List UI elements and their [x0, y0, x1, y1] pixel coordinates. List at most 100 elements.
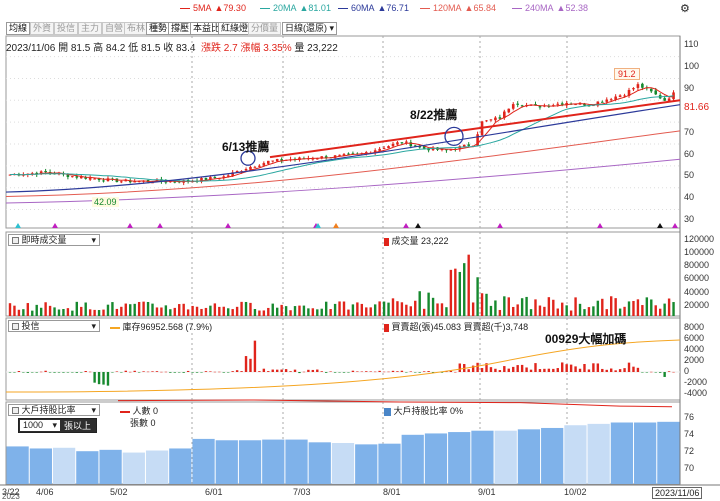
volume-bar: [191, 305, 194, 316]
close-value: 83.4: [175, 43, 196, 54]
price-tick: 40: [684, 192, 695, 202]
volume-bar: [151, 303, 154, 316]
candle-body: [120, 181, 123, 183]
people-legend: 人數 0: [120, 404, 158, 417]
buy-sell-bar: [601, 368, 604, 372]
candle-body: [266, 160, 270, 164]
toolbar-button-3[interactable]: 主力: [78, 22, 103, 35]
volume-bar: [525, 296, 528, 316]
buy-sell-bar: [529, 369, 533, 372]
buy-sell-bar: [311, 369, 315, 372]
candle-body: [244, 169, 248, 171]
toolbar-button-0[interactable]: 均線: [6, 22, 31, 35]
toolbar-button-1[interactable]: 外資: [30, 22, 55, 35]
volume-bar: [623, 306, 626, 316]
volume-bar: [463, 263, 466, 316]
volume-legend-text: 成交量 23,222: [391, 236, 449, 246]
volume-legend: 成交量 23,222: [384, 234, 449, 247]
buy-sell-bar: [111, 372, 114, 373]
volume-bar: [400, 302, 404, 316]
buy-sell-bar: [129, 371, 132, 373]
volume-bar: [387, 302, 390, 316]
chevron-down-icon: ▾: [52, 420, 57, 430]
ma-legend-60ma: 60MA ▲76.71: [338, 3, 409, 13]
candle-body: [462, 144, 466, 147]
buy-sell-bar: [672, 371, 675, 373]
volume-bar: [17, 309, 21, 316]
holder-ratio-bar: [192, 438, 215, 484]
volume-bar: [204, 307, 208, 316]
buy-sell-bar: [258, 371, 261, 372]
invest-pane-select[interactable]: 投信 ▾: [8, 320, 100, 332]
buy-sell-bar: [520, 364, 524, 372]
ma60-line: [5, 104, 681, 193]
volume-tick: 40000: [684, 287, 710, 297]
x-tick: 8/01: [383, 487, 401, 497]
volume-bar: [596, 300, 600, 316]
buy-sell-bar: [17, 371, 21, 372]
volume-bar: [271, 303, 274, 316]
candle-body: [342, 154, 346, 156]
buy-sell-bar: [391, 370, 395, 372]
buy-sell-bar: [618, 369, 622, 372]
volume-bar: [111, 302, 114, 316]
toolbar-button-2[interactable]: 投信: [54, 22, 79, 35]
buy-sell-bar: [48, 372, 52, 373]
candle-body: [209, 177, 212, 180]
buy-sell-bar: [556, 368, 559, 372]
settings-gear-icon[interactable]: ⚙: [680, 3, 690, 15]
price-tick: 90: [684, 83, 695, 93]
candle-body: [97, 178, 101, 181]
volume-tick: 80000: [684, 260, 710, 270]
candle-body: [476, 134, 479, 147]
lots-legend: 張數 0: [130, 416, 156, 429]
threshold-select[interactable]: 1000 ▾: [20, 420, 60, 431]
buy-sell-bar: [543, 368, 546, 372]
buy-sell-bar: [71, 372, 74, 373]
candle-body: [663, 98, 666, 101]
buy-sell-bar: [431, 372, 435, 373]
candle-body: [422, 146, 426, 149]
toolbar-button-10[interactable]: 分價量: [248, 22, 282, 35]
volume-bar: [534, 299, 537, 316]
volume-bar: [391, 298, 395, 316]
invest-tick: 4000: [684, 344, 705, 354]
invest-tick: 6000: [684, 333, 705, 343]
holder-pane-select[interactable]: 大戶持股比率 ▾: [8, 404, 100, 416]
buy-sell-bar: [142, 371, 145, 372]
volume-bar: [347, 309, 350, 316]
low-marker-value: 42.09: [94, 197, 117, 207]
candle-body: [467, 144, 470, 146]
toolbar-button-8[interactable]: 本益比: [190, 22, 224, 35]
event-marker-icon: [315, 223, 321, 228]
buy-sell-bar: [654, 372, 657, 373]
volume-pane-select[interactable]: 即時成交量 ▾: [8, 234, 100, 246]
buy-sell-bar: [458, 363, 461, 372]
candle-body: [649, 88, 653, 92]
volume-bar: [610, 296, 613, 316]
candle-body: [373, 150, 377, 154]
ma-legend-5ma: 5MA ▲79.30: [180, 3, 246, 13]
volume-bar: [231, 309, 234, 316]
candle-body: [600, 101, 604, 103]
buy-sell-bar: [222, 372, 225, 373]
buy-sell-bar: [97, 372, 101, 385]
buy-sell-bar: [623, 368, 626, 372]
volume-bar: [75, 301, 78, 316]
x-axis-year: 2023: [2, 492, 20, 501]
candle-body: [213, 177, 217, 179]
period-select-value: 日線(還原): [285, 23, 327, 33]
threshold-suffix: 張以上: [64, 421, 92, 431]
buy-sell-bar: [218, 371, 221, 373]
buy-sell-bar: [276, 369, 279, 372]
invest-tick: -2000: [684, 377, 708, 387]
candle-body: [164, 181, 168, 183]
buy-sell-bar: [405, 372, 408, 373]
buy-sell-bar: [547, 368, 551, 372]
period-select[interactable]: 日線(還原) ▾: [282, 22, 338, 35]
toolbar-button-4[interactable]: 自營: [102, 22, 127, 35]
candle-body: [556, 103, 560, 105]
buy-sell-bar: [449, 370, 453, 372]
candle-body: [485, 120, 488, 122]
